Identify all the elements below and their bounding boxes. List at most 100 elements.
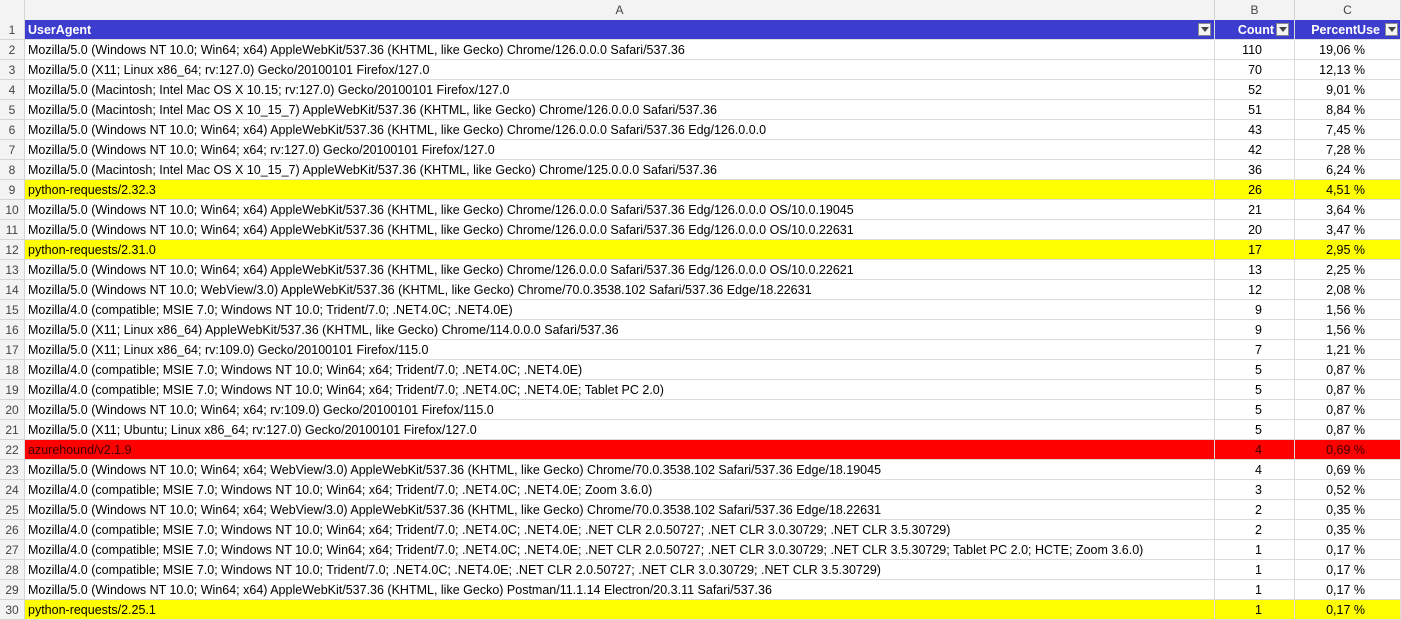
count-cell[interactable]: 20 <box>1215 220 1295 240</box>
column-header-c[interactable]: C <box>1295 0 1401 20</box>
row-number[interactable]: 30 <box>0 600 25 620</box>
percentuse-cell[interactable]: 0,52 % <box>1295 480 1401 500</box>
row-number[interactable]: 14 <box>0 280 25 300</box>
row-number[interactable]: 27 <box>0 540 25 560</box>
count-cell[interactable]: 9 <box>1215 300 1295 320</box>
percentuse-cell[interactable]: 8,84 % <box>1295 100 1401 120</box>
row-number[interactable]: 18 <box>0 360 25 380</box>
select-all-corner[interactable] <box>0 0 25 20</box>
count-cell[interactable]: 70 <box>1215 60 1295 80</box>
row-number[interactable]: 21 <box>0 420 25 440</box>
useragent-cell[interactable]: Mozilla/5.0 (Macintosh; Intel Mac OS X 1… <box>25 80 1215 100</box>
row-number[interactable]: 19 <box>0 380 25 400</box>
percentuse-cell[interactable]: 1,56 % <box>1295 300 1401 320</box>
row-number[interactable]: 26 <box>0 520 25 540</box>
count-cell[interactable]: 21 <box>1215 200 1295 220</box>
row-number[interactable]: 11 <box>0 220 25 240</box>
useragent-cell[interactable]: Mozilla/4.0 (compatible; MSIE 7.0; Windo… <box>25 560 1215 580</box>
percentuse-cell[interactable]: 1,21 % <box>1295 340 1401 360</box>
count-cell[interactable]: 2 <box>1215 500 1295 520</box>
useragent-cell[interactable]: Mozilla/5.0 (Windows NT 10.0; Win64; x64… <box>25 40 1215 60</box>
count-cell[interactable]: 110 <box>1215 40 1295 60</box>
useragent-cell[interactable]: Mozilla/4.0 (compatible; MSIE 7.0; Windo… <box>25 480 1215 500</box>
row-number[interactable]: 7 <box>0 140 25 160</box>
percentuse-cell[interactable]: 0,17 % <box>1295 540 1401 560</box>
row-number[interactable]: 6 <box>0 120 25 140</box>
percentuse-cell[interactable]: 0,17 % <box>1295 560 1401 580</box>
useragent-cell[interactable]: Mozilla/5.0 (Windows NT 10.0; Win64; x64… <box>25 460 1215 480</box>
count-cell[interactable]: 13 <box>1215 260 1295 280</box>
useragent-cell[interactable]: azurehound/v2.1.9 <box>25 440 1215 460</box>
useragent-cell[interactable]: Mozilla/4.0 (compatible; MSIE 7.0; Windo… <box>25 300 1215 320</box>
row-number[interactable]: 25 <box>0 500 25 520</box>
percentuse-cell[interactable]: 2,95 % <box>1295 240 1401 260</box>
percentuse-cell[interactable]: 0,17 % <box>1295 600 1401 620</box>
count-cell[interactable]: 1 <box>1215 600 1295 620</box>
percentuse-cell[interactable]: 0,87 % <box>1295 400 1401 420</box>
percentuse-cell[interactable]: 3,64 % <box>1295 200 1401 220</box>
percentuse-cell[interactable]: 0,87 % <box>1295 360 1401 380</box>
useragent-cell[interactable]: Mozilla/5.0 (Windows NT 10.0; Win64; x64… <box>25 140 1215 160</box>
count-cell[interactable]: 52 <box>1215 80 1295 100</box>
percentuse-cell[interactable]: 1,56 % <box>1295 320 1401 340</box>
row-number[interactable]: 16 <box>0 320 25 340</box>
count-cell[interactable]: 1 <box>1215 580 1295 600</box>
count-cell[interactable]: 2 <box>1215 520 1295 540</box>
row-number[interactable]: 4 <box>0 80 25 100</box>
useragent-cell[interactable]: Mozilla/5.0 (X11; Linux x86_64; rv:127.0… <box>25 60 1215 80</box>
percentuse-cell[interactable]: 6,24 % <box>1295 160 1401 180</box>
row-number[interactable]: 10 <box>0 200 25 220</box>
percentuse-cell[interactable]: 0,35 % <box>1295 520 1401 540</box>
percentuse-cell[interactable]: 0,17 % <box>1295 580 1401 600</box>
useragent-cell[interactable]: Mozilla/4.0 (compatible; MSIE 7.0; Windo… <box>25 520 1215 540</box>
useragent-cell[interactable]: Mozilla/5.0 (X11; Linux x86_64) AppleWeb… <box>25 320 1215 340</box>
count-cell[interactable]: 5 <box>1215 380 1295 400</box>
count-cell[interactable]: 1 <box>1215 560 1295 580</box>
useragent-cell[interactable]: Mozilla/5.0 (X11; Linux x86_64; rv:109.0… <box>25 340 1215 360</box>
count-cell[interactable]: 17 <box>1215 240 1295 260</box>
count-cell[interactable]: 5 <box>1215 400 1295 420</box>
useragent-cell[interactable]: Mozilla/5.0 (Windows NT 10.0; Win64; x64… <box>25 400 1215 420</box>
count-cell[interactable]: 36 <box>1215 160 1295 180</box>
percentuse-cell[interactable]: 19,06 % <box>1295 40 1401 60</box>
row-number[interactable]: 5 <box>0 100 25 120</box>
percentuse-cell[interactable]: 0,35 % <box>1295 500 1401 520</box>
useragent-cell[interactable]: Mozilla/4.0 (compatible; MSIE 7.0; Windo… <box>25 380 1215 400</box>
row-number[interactable]: 9 <box>0 180 25 200</box>
percentuse-cell[interactable]: 0,69 % <box>1295 440 1401 460</box>
row-number[interactable]: 17 <box>0 340 25 360</box>
count-cell[interactable]: 5 <box>1215 420 1295 440</box>
filter-dropdown-icon[interactable] <box>1198 23 1211 36</box>
row-number[interactable]: 15 <box>0 300 25 320</box>
count-cell[interactable]: 42 <box>1215 140 1295 160</box>
row-number[interactable]: 3 <box>0 60 25 80</box>
column-header-b[interactable]: B <box>1215 0 1295 20</box>
percentuse-cell[interactable]: 2,08 % <box>1295 280 1401 300</box>
useragent-cell[interactable]: Mozilla/5.0 (Windows NT 10.0; Win64; x64… <box>25 120 1215 140</box>
row-number[interactable]: 13 <box>0 260 25 280</box>
percentuse-cell[interactable]: 7,45 % <box>1295 120 1401 140</box>
percentuse-cell[interactable]: 2,25 % <box>1295 260 1401 280</box>
useragent-cell[interactable]: Mozilla/5.0 (Macintosh; Intel Mac OS X 1… <box>25 100 1215 120</box>
row-number[interactable]: 2 <box>0 40 25 60</box>
count-cell[interactable]: 4 <box>1215 460 1295 480</box>
header-cell-count[interactable]: Count <box>1215 20 1295 40</box>
count-cell[interactable]: 3 <box>1215 480 1295 500</box>
count-cell[interactable]: 51 <box>1215 100 1295 120</box>
count-cell[interactable]: 43 <box>1215 120 1295 140</box>
percentuse-cell[interactable]: 0,87 % <box>1295 380 1401 400</box>
useragent-cell[interactable]: Mozilla/5.0 (Windows NT 10.0; Win64; x64… <box>25 500 1215 520</box>
row-number[interactable]: 22 <box>0 440 25 460</box>
useragent-cell[interactable]: Mozilla/5.0 (Macintosh; Intel Mac OS X 1… <box>25 160 1215 180</box>
row-number[interactable]: 20 <box>0 400 25 420</box>
useragent-cell[interactable]: Mozilla/4.0 (compatible; MSIE 7.0; Windo… <box>25 360 1215 380</box>
percentuse-cell[interactable]: 4,51 % <box>1295 180 1401 200</box>
useragent-cell[interactable]: Mozilla/5.0 (Windows NT 10.0; Win64; x64… <box>25 260 1215 280</box>
percentuse-cell[interactable]: 12,13 % <box>1295 60 1401 80</box>
useragent-cell[interactable]: Mozilla/5.0 (Windows NT 10.0; WebView/3.… <box>25 280 1215 300</box>
header-cell-useragent[interactable]: UserAgent <box>25 20 1215 40</box>
row-number[interactable]: 24 <box>0 480 25 500</box>
row-number[interactable]: 12 <box>0 240 25 260</box>
count-cell[interactable]: 26 <box>1215 180 1295 200</box>
useragent-cell[interactable]: Mozilla/5.0 (Windows NT 10.0; Win64; x64… <box>25 220 1215 240</box>
